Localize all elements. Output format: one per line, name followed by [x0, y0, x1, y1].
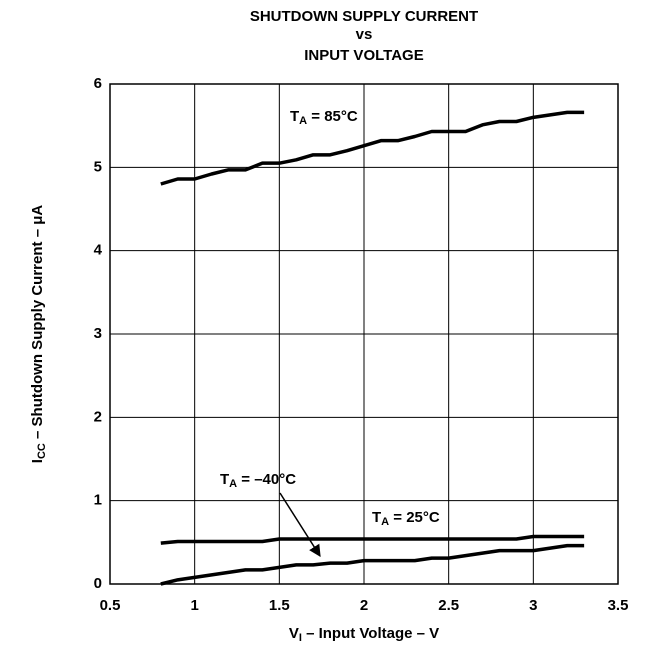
y-axis-label-part: – Shutdown Supply Current – μA: [29, 205, 46, 444]
y-tick-label: 2: [94, 408, 102, 425]
y-axis-label: ICC – Shutdown Supply Current – μA: [29, 205, 48, 464]
y-tick-label: 0: [94, 575, 102, 592]
x-axis-label-sub: I: [299, 632, 302, 644]
plot-frame: [109, 83, 619, 585]
series-line: [160, 534, 585, 545]
annotation-part: = 25°C: [389, 509, 440, 526]
x-axis-label: VI – Input Voltage – V: [289, 625, 439, 644]
annotation-part: = 85°C: [307, 108, 358, 125]
x-axis-label-part: V: [289, 625, 299, 642]
chart-title: SHUTDOWN SUPPLY CURRENT: [250, 8, 478, 25]
series-line: [160, 543, 585, 586]
y-tick-label: 6: [94, 75, 102, 92]
x-tick-label: 1: [190, 597, 198, 614]
y-tick-label: 1: [94, 492, 102, 509]
annotation-sub: A: [299, 115, 307, 127]
annotation-arrow: [279, 492, 321, 558]
annotation-part: T: [290, 108, 299, 125]
annotation-sub: A: [381, 516, 389, 528]
x-tick-label: 2.5: [438, 597, 459, 614]
y-axis-label-part: I: [29, 459, 46, 463]
y-tick-label: 3: [94, 325, 102, 342]
y-tick-label: 4: [94, 242, 103, 259]
x-axis-label-part: – Input Voltage – V: [302, 625, 439, 642]
y-tick-label: 5: [94, 158, 102, 175]
annotation: TA = –40°C: [220, 471, 296, 490]
annotation-sub: A: [229, 478, 237, 490]
x-tick-label: 1.5: [269, 597, 290, 614]
chart-title: vs: [356, 26, 373, 43]
chart-title: INPUT VOLTAGE: [304, 47, 423, 64]
annotation: TA = 85°C: [290, 108, 358, 127]
annotation-part: T: [220, 471, 229, 488]
series-line: [160, 110, 585, 186]
x-tick-label: 3.5: [608, 597, 629, 614]
annotation-part: = –40°C: [237, 471, 296, 488]
x-tick-label: 3: [529, 597, 537, 614]
x-tick-label: 0.5: [100, 597, 121, 614]
y-axis-label-sub: CC: [36, 443, 48, 459]
annotation: TA = 25°C: [372, 509, 440, 528]
x-tick-label: 2: [360, 597, 368, 614]
annotation-part: T: [372, 509, 381, 526]
